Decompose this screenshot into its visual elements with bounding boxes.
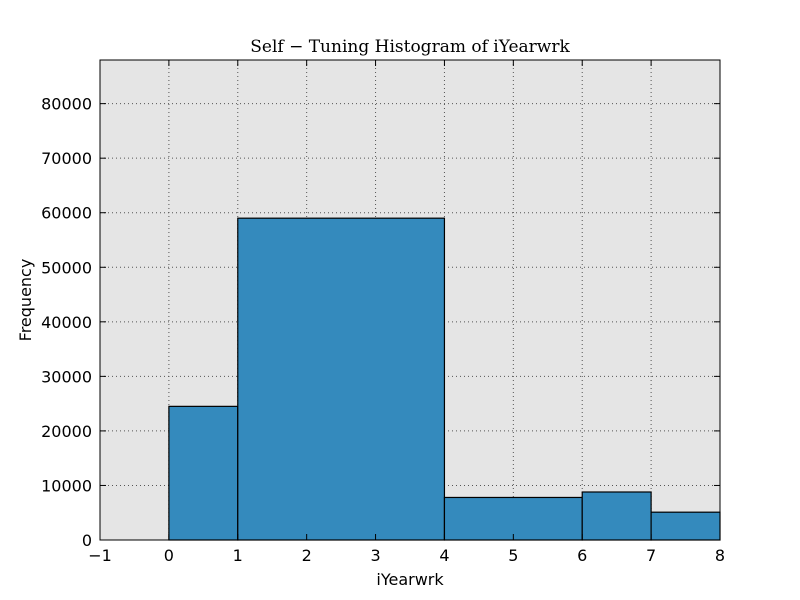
histogram-bars	[168, 217, 721, 541]
x-tick-label-1: 0	[164, 546, 174, 565]
y-tick-label-0: 0	[82, 531, 92, 550]
histogram-bar-4	[650, 511, 721, 541]
histogram-bar-0	[168, 405, 239, 541]
y-tick-labels: 0 10000 20000 30000 40000 50000 60000 70000 8000…	[41, 95, 92, 550]
x-tick-label-6: 5	[508, 546, 518, 565]
y-axis-label: Frequency	[16, 259, 35, 342]
histogram-bar-3	[581, 491, 652, 541]
y-tick-label-1: 10000	[41, 476, 92, 495]
y-tick-label-7: 70000	[41, 149, 92, 168]
x-tick-label-4: 3	[370, 546, 380, 565]
x-tick-label-8: 7	[646, 546, 656, 565]
x-tick-label-0: −1	[88, 546, 112, 565]
x-tick-labels: −1 0 1 2 3 4 5 6 7 8	[88, 546, 725, 565]
histogram-bar-2	[443, 496, 583, 541]
histogram-bar-1	[237, 217, 446, 541]
y-tick-label-8: 80000	[41, 95, 92, 114]
x-tick-label-7: 6	[577, 546, 587, 565]
y-tick-label-2: 20000	[41, 422, 92, 441]
plot-frame	[99, 59, 721, 541]
chart-title: Self − Tuning Histogram of iYearwrk	[250, 37, 570, 57]
y-tick-label-5: 50000	[41, 258, 92, 277]
x-tick-label-3: 2	[302, 546, 312, 565]
x-tick-label-2: 1	[233, 546, 243, 565]
x-tick-label-5: 4	[439, 546, 449, 565]
y-tick-label-4: 40000	[41, 313, 92, 332]
y-tick-label-3: 30000	[41, 367, 92, 386]
y-tick-label-6: 60000	[41, 204, 92, 223]
x-tick-label-9: 8	[715, 546, 725, 565]
axis-ticks	[99, 60, 721, 541]
x-axis-label: iYearwrk	[376, 570, 444, 589]
